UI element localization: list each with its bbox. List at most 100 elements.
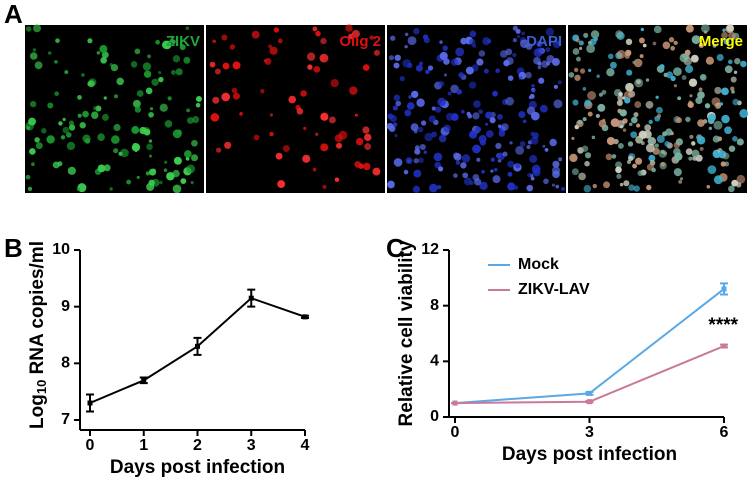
cell bbox=[515, 28, 521, 34]
cell bbox=[627, 141, 634, 147]
cell bbox=[99, 45, 108, 54]
y-label-text: RNA copies/ml bbox=[27, 241, 48, 380]
cell bbox=[405, 157, 413, 165]
cell bbox=[390, 35, 396, 41]
cell bbox=[588, 68, 592, 72]
cell bbox=[468, 81, 477, 89]
cell bbox=[476, 58, 484, 66]
cell bbox=[453, 173, 458, 178]
cell bbox=[185, 26, 190, 31]
cell bbox=[707, 165, 717, 174]
cell bbox=[456, 89, 463, 95]
cell bbox=[527, 172, 532, 178]
cell bbox=[662, 131, 668, 137]
x-tick-label: 0 bbox=[451, 424, 460, 441]
x-tick-label: 3 bbox=[247, 437, 256, 454]
cell bbox=[656, 135, 665, 143]
cell bbox=[439, 40, 443, 44]
cell bbox=[322, 184, 327, 189]
cell bbox=[134, 148, 138, 152]
cell bbox=[147, 54, 151, 59]
cell bbox=[33, 24, 42, 33]
cell bbox=[460, 162, 467, 169]
channel-label: ZIKV bbox=[166, 33, 200, 50]
cell bbox=[652, 41, 657, 46]
cell bbox=[239, 112, 243, 116]
cell bbox=[136, 175, 140, 179]
cell bbox=[34, 61, 43, 70]
cell bbox=[484, 122, 489, 126]
cell bbox=[691, 141, 696, 146]
x-tick-label: 6 bbox=[720, 424, 729, 441]
cell bbox=[659, 64, 665, 70]
cell bbox=[495, 142, 502, 150]
cell bbox=[679, 53, 689, 63]
cell bbox=[660, 162, 665, 167]
cell bbox=[526, 184, 534, 192]
cell bbox=[113, 123, 121, 132]
cell bbox=[57, 161, 63, 167]
cell bbox=[531, 88, 536, 93]
cell bbox=[630, 131, 638, 139]
cell bbox=[149, 168, 157, 176]
cell bbox=[545, 47, 551, 53]
cell bbox=[76, 187, 80, 191]
cell bbox=[673, 168, 682, 177]
cell bbox=[28, 117, 36, 126]
cell bbox=[521, 31, 525, 36]
cell bbox=[103, 96, 107, 100]
cell bbox=[462, 172, 469, 179]
x-tick-label: 2 bbox=[193, 437, 202, 454]
cell bbox=[170, 70, 176, 75]
cell bbox=[490, 157, 495, 162]
cell bbox=[96, 51, 101, 55]
cell bbox=[54, 91, 59, 97]
cell bbox=[407, 62, 413, 68]
cell bbox=[475, 126, 482, 133]
cell bbox=[473, 100, 481, 108]
cell bbox=[167, 96, 172, 101]
cell bbox=[429, 183, 438, 193]
cell bbox=[518, 111, 526, 119]
cell bbox=[455, 160, 461, 165]
cell bbox=[706, 185, 711, 189]
cell bbox=[698, 87, 703, 92]
cell bbox=[626, 69, 633, 76]
cell bbox=[639, 54, 644, 59]
cell bbox=[656, 106, 663, 114]
cell bbox=[419, 143, 426, 151]
point bbox=[452, 400, 458, 406]
cell bbox=[101, 113, 109, 121]
cell bbox=[557, 80, 562, 85]
cell bbox=[670, 75, 676, 82]
cell bbox=[412, 185, 421, 193]
cell bbox=[447, 91, 452, 96]
micrograph bbox=[386, 25, 566, 193]
cell bbox=[190, 181, 194, 185]
cell bbox=[118, 151, 123, 156]
cell bbox=[345, 24, 353, 32]
cell bbox=[714, 86, 722, 95]
cell bbox=[413, 169, 422, 178]
cell bbox=[224, 141, 232, 149]
cell bbox=[584, 152, 592, 159]
cell bbox=[431, 106, 437, 111]
panel-letter: B bbox=[4, 233, 23, 263]
cell bbox=[148, 111, 154, 118]
cell bbox=[277, 38, 283, 44]
cell bbox=[576, 56, 581, 62]
cell bbox=[560, 186, 566, 192]
cell bbox=[721, 114, 730, 124]
cell bbox=[388, 55, 395, 61]
cell bbox=[407, 36, 417, 46]
cell bbox=[404, 32, 409, 37]
cell bbox=[571, 136, 575, 140]
cell bbox=[696, 136, 706, 145]
cell bbox=[399, 75, 405, 82]
cell bbox=[536, 47, 544, 55]
cell bbox=[575, 38, 580, 43]
cell bbox=[184, 150, 192, 158]
cell bbox=[466, 111, 471, 116]
cell bbox=[443, 124, 451, 133]
cell bbox=[163, 168, 168, 172]
